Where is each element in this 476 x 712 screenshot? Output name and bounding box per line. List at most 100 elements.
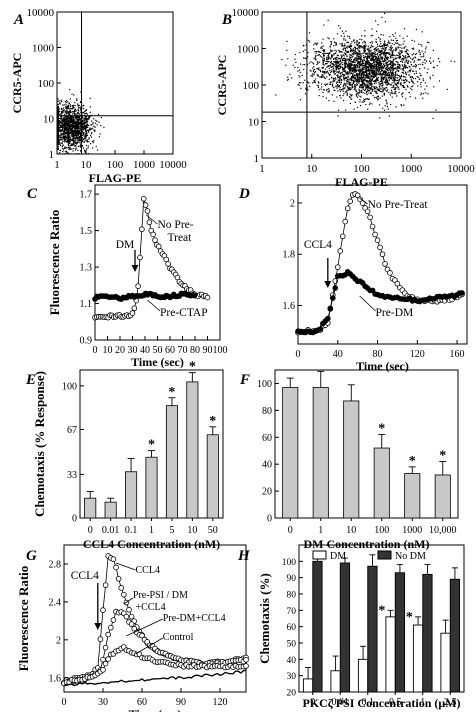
- scatter-point: [64, 136, 66, 138]
- panel-letter: A: [13, 12, 24, 28]
- scatter-point: [327, 19, 329, 21]
- scatter-point: [57, 110, 59, 112]
- scatter-point: [390, 69, 392, 71]
- scatter-point: [60, 112, 62, 114]
- scatter-point: [383, 58, 386, 60]
- annotation-label: +CCL4: [136, 602, 166, 613]
- scatter-point: [89, 129, 91, 131]
- scatter-point: [64, 119, 66, 121]
- scatter-point: [72, 106, 74, 108]
- scatter-point: [346, 80, 348, 82]
- scatter-point: [402, 85, 405, 88]
- scatter-point: [390, 62, 392, 64]
- scatter-point: [69, 148, 72, 150]
- scatter-point: [350, 79, 353, 82]
- scatter-point: [86, 141, 88, 143]
- scatter-point: [383, 51, 385, 53]
- scatter-point: [86, 113, 88, 115]
- scatter-point: [401, 58, 403, 61]
- bar: [282, 387, 299, 519]
- scatter-point: [381, 79, 383, 81]
- scatter-point: [342, 99, 345, 102]
- scatter-point: [425, 60, 428, 62]
- scatter-point: [341, 45, 343, 47]
- scatter-point: [417, 76, 419, 78]
- scatter-point: [334, 60, 337, 62]
- scatter-point: [71, 120, 73, 122]
- scatter-point: [369, 75, 371, 78]
- scatter-point: [349, 88, 352, 91]
- scatter-point: [75, 115, 77, 118]
- scatter-point: [356, 77, 359, 79]
- scatter-point: [367, 49, 369, 51]
- data-point: [137, 254, 143, 261]
- scatter-point: [340, 78, 343, 81]
- scatter-point: [378, 64, 380, 66]
- scatter-point: [381, 56, 383, 58]
- scatter-point: [375, 20, 377, 22]
- scatter-point: [419, 53, 421, 56]
- scatter-point: [425, 92, 427, 94]
- annotation-label: CCL4: [136, 565, 160, 576]
- scatter-point: [349, 64, 351, 66]
- scatter-point: [69, 140, 71, 142]
- scatter-point: [376, 49, 378, 51]
- scatter-point: [432, 117, 434, 120]
- scatter-point: [79, 119, 81, 121]
- scatter-point: [375, 61, 377, 64]
- scatter-point: [82, 147, 85, 149]
- scatter-point: [413, 73, 416, 75]
- scatter-point: [407, 49, 409, 52]
- scatter-point: [405, 78, 407, 81]
- scatter-point: [328, 90, 330, 92]
- scatter-point: [314, 50, 316, 53]
- data-point: [155, 243, 162, 250]
- scatter-point: [350, 50, 352, 52]
- scatter-point: [335, 44, 337, 46]
- scatter-point: [349, 87, 351, 89]
- scatter-point: [364, 64, 366, 67]
- scatter-point: [417, 81, 419, 83]
- scatter-point: [358, 53, 361, 55]
- scatter-point: [359, 99, 361, 101]
- scatter-point: [385, 56, 387, 58]
- scatter-point: [371, 65, 373, 68]
- scatter-point: [93, 125, 95, 128]
- scatter-point: [65, 123, 67, 126]
- scatter-point: [362, 92, 364, 94]
- scatter-point: [358, 50, 361, 52]
- scatter-point: [331, 50, 334, 52]
- scatter-point: [84, 117, 86, 120]
- scatter-point: [304, 79, 306, 81]
- plot-frame-f: [274, 369, 459, 519]
- scatter-point: [395, 84, 398, 86]
- scatter-point: [332, 81, 334, 83]
- scatter-point: [65, 110, 67, 112]
- scatter-point: [77, 126, 79, 128]
- scatter-point: [378, 49, 380, 52]
- scatter-point: [68, 114, 70, 116]
- scatter-point: [405, 51, 407, 53]
- scatter-point: [299, 99, 302, 101]
- panel-letter: D: [238, 186, 250, 202]
- scatter-point: [81, 129, 83, 131]
- scatter-point: [328, 67, 330, 69]
- scatter-point: [68, 141, 71, 144]
- scatter-point: [379, 58, 381, 60]
- scatter-point: [408, 65, 410, 68]
- scatter-point: [295, 61, 297, 63]
- scatter-point: [376, 30, 378, 33]
- scatter-point: [360, 96, 362, 98]
- scatter-point: [335, 85, 337, 87]
- data-point: [327, 306, 334, 312]
- scatter-point: [334, 77, 336, 79]
- scatter-point: [66, 151, 68, 153]
- data-point: [126, 606, 132, 613]
- y-tick-label: 40: [287, 656, 297, 666]
- scatter-point: [418, 63, 420, 66]
- scatter-point: [334, 62, 336, 64]
- scatter-point: [386, 65, 389, 67]
- scatter-point: [318, 51, 320, 53]
- scatter-point: [357, 49, 359, 51]
- scatter-point: [378, 70, 380, 72]
